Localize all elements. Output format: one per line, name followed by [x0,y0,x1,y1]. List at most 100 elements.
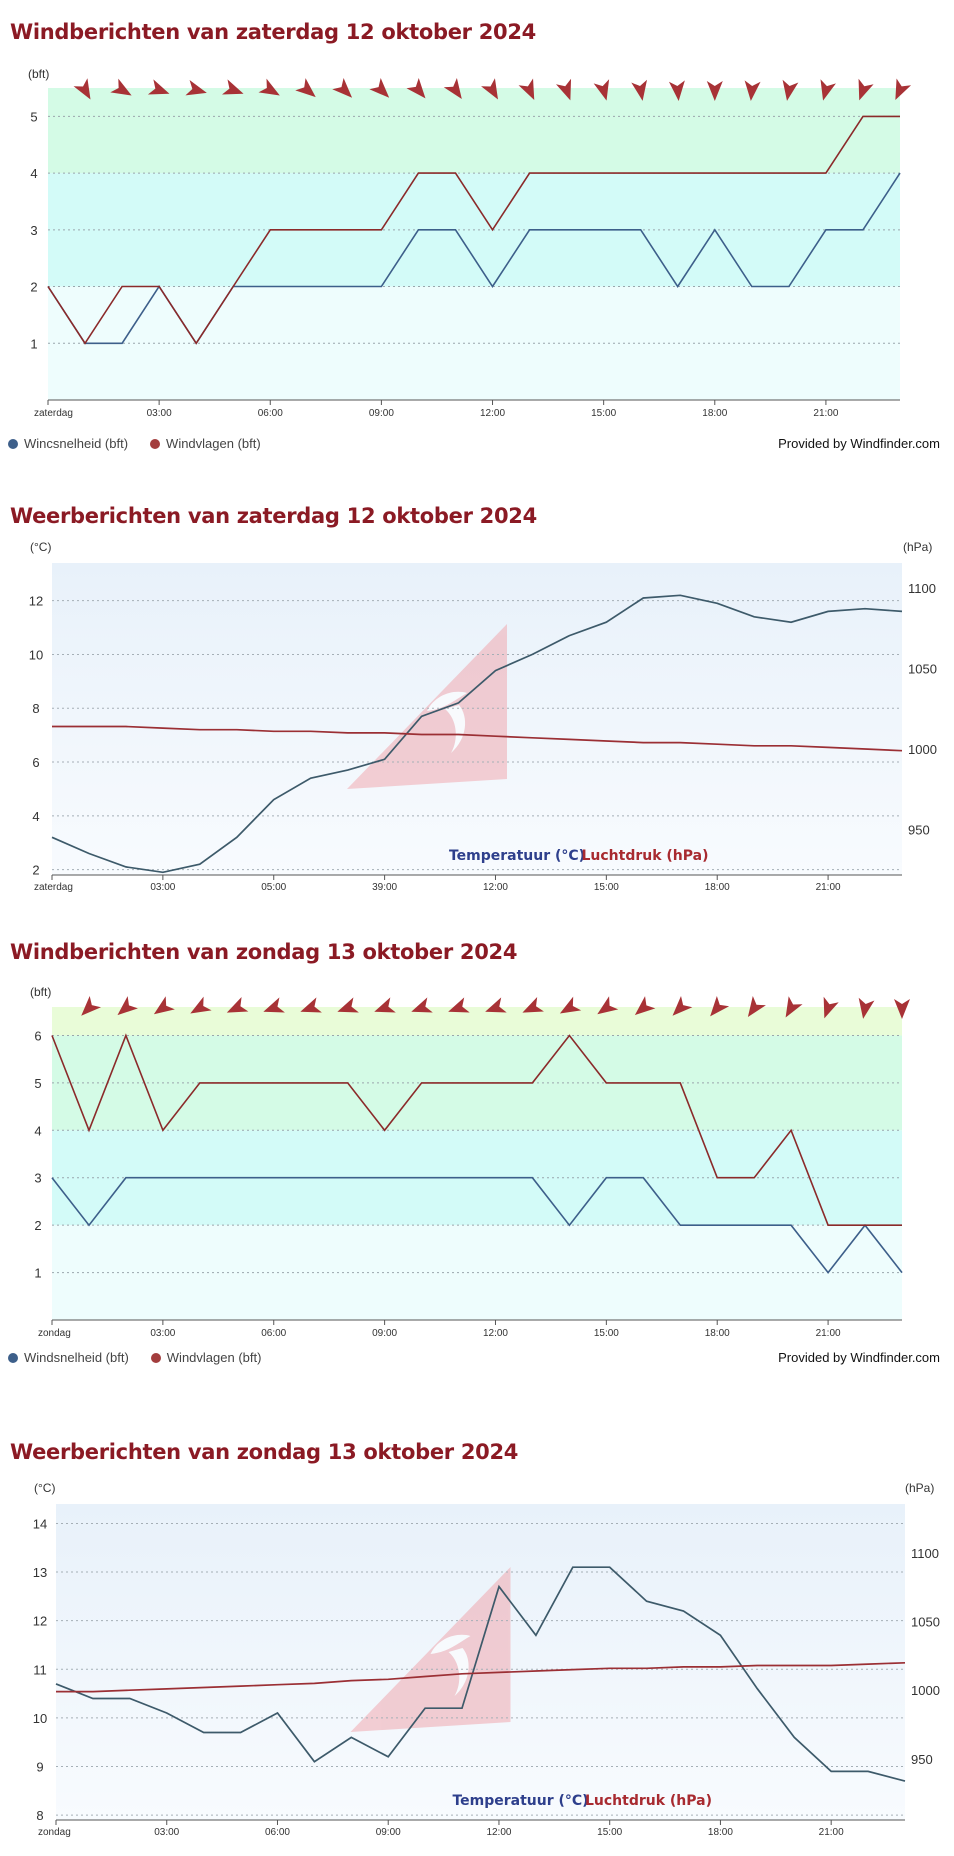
x-tick-label: 09:00 [376,1827,401,1838]
y-tick-label: 4 [34,1123,41,1138]
arrow-head [332,77,353,98]
x-tick-label: 15:00 [597,1827,622,1838]
wind-direction-arrow [782,79,799,101]
wind-direction-arrow [823,996,839,1019]
wind-direction-arrow [858,997,875,1019]
legend-dot-gust [150,438,161,449]
wind-direction-arrow [73,78,91,100]
x-tick-label: 06:00 [261,1328,286,1339]
chart-title: Weerberichten van zaterdag 12 oktober 20… [10,504,537,528]
series-line-gust [51,1033,902,1226]
y-tick-label: 14 [33,1516,47,1531]
wind-direction-arrow [820,79,836,101]
wind-direction-arrow [374,997,396,1013]
arrow-head [406,77,426,99]
legend-label-gust: Windvlagen (bft) [166,436,261,451]
wind-direction-arrow [337,997,359,1013]
legend-label-gust: Windvlagen (bft) [166,1350,262,1365]
arrow-head [858,78,874,101]
wind-direction-arrow [522,996,544,1013]
arrow-head [73,78,91,100]
wind-direction-arrow [81,995,102,1016]
wind-direction-arrow [263,997,285,1013]
series-line-speed [51,1176,903,1274]
weather-panel-saturday: Weerberichten van zaterdag 12 oktober 20… [0,0,954,920]
y2-tick-label: 1100 [908,581,936,596]
wind-direction-arrow [858,78,874,101]
legend-item-speed[interactable]: Wincsnelheid (bft) [8,436,128,451]
y-axis-label: (°C) [30,540,51,554]
wind-direction-arrow [117,996,138,1016]
chart-legend: Windsnelheid (bft) Windvlagen (bft) [8,1350,261,1365]
y-tick-label: 1 [30,336,37,351]
legend-dot-speed [8,1352,18,1363]
windfinder-watermark-icon [347,624,507,789]
y-tick-label: 2 [30,280,37,295]
x-tick-label: 18:00 [705,1328,730,1339]
wind-direction-arrow [226,996,249,1013]
legend-item-gust[interactable]: Windvlagen (bft) [150,1350,262,1365]
arrow-head [443,78,462,100]
wind-chart-saturday: 1 2 3 4 5 (bft) zaterdag 03:00 06:00 09:00 12:00 15… [28,67,912,419]
watermark-sail [347,624,507,789]
y-tick-label: 6 [34,1028,41,1043]
wind-direction-arrow [481,78,498,100]
legend-label-speed: Windsnelheid (bft) [24,1350,129,1365]
arrow-head [226,996,249,1013]
arrow-head [448,997,470,1013]
y-tick-label: 4 [32,809,39,824]
arrow-head [672,995,693,1016]
x-tick-label: 21:00 [816,882,841,893]
y-tick-label: 9 [36,1760,43,1775]
wind-direction-arrow [153,996,175,1015]
wind-direction-arrow [295,78,316,98]
y-tick-label: 2 [32,863,39,878]
wind-direction-arrow [258,78,280,96]
arrow-head [147,79,170,95]
x-tick-label: zondag [38,1328,71,1339]
arrow-head [559,996,582,1014]
arrow-head [785,996,803,1018]
wind-direction-arrow [894,999,910,1019]
wind-direction-arrow [222,79,244,95]
x-tick-label: 18:00 [708,1827,733,1838]
y-axis-label: (°C) [34,1481,55,1495]
x-tick-label: 06:00 [265,1827,290,1838]
y-tick-label: 5 [30,109,37,124]
x-tick-label: 05:00 [261,882,286,893]
arrow-head [485,997,507,1013]
arrow-head [593,79,610,101]
watermark-stroke [448,1648,469,1696]
x-tick-label: 12:00 [483,882,508,893]
x-tick-label: 09:00 [369,408,394,419]
wind-direction-arrow [185,79,207,96]
arrow-head [258,78,280,96]
legend-item-speed[interactable]: Windsnelheid (bft) [8,1350,129,1365]
chart-legend: Wincsnelheid (bft) Windvlagen (bft) [8,436,261,451]
x-tick-label: 39:00 [372,882,397,893]
y-tick-label: 4 [30,166,37,181]
wind-direction-arrow [411,997,433,1013]
watermark-sail [350,1567,511,1732]
y-tick-label: 2 [34,1218,41,1233]
windfinder-watermark-icon [350,1567,511,1732]
arrow-head [597,996,619,1015]
watermark-stroke [427,691,467,711]
arrow-head [668,80,685,101]
x-tick-label: 03:00 [154,1827,179,1838]
wind-direction-arrow [190,996,212,1014]
chart-title: Windberichten van zaterdag 12 oktober 20… [10,20,536,44]
wind-direction-arrow [110,78,132,96]
wind-direction-arrow [369,77,390,98]
y2-tick-label: 1000 [908,742,937,757]
chart-title: Weerberichten van zondag 13 oktober 2024 [10,1440,519,1464]
series-line-gust [47,115,900,345]
legend-label-temperature: Temperatuur (°C) [449,848,585,864]
arrow-head [710,995,730,1017]
y-axis-label: (bft) [28,67,49,81]
legend-item-gust[interactable]: Windvlagen (bft) [150,436,261,451]
y-tick-label: 8 [36,1808,43,1823]
arrow-head [634,996,656,1016]
x-tick-label: 18:00 [702,408,727,419]
wind-direction-arrow [593,79,610,101]
